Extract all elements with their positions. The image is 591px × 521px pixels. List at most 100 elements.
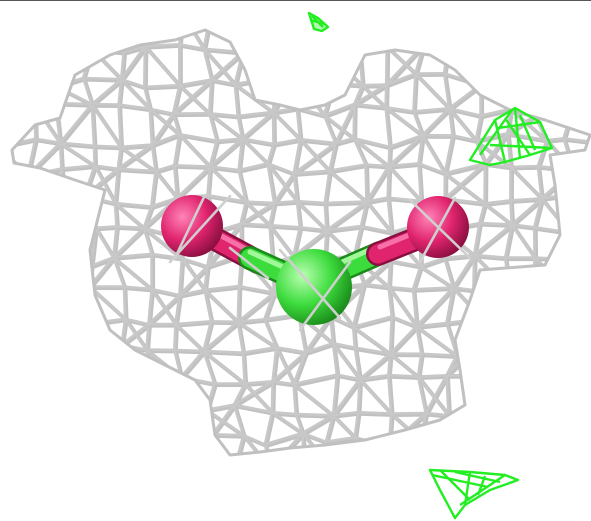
mesh-strand: [202, 319, 213, 353]
mesh-strand: [325, 225, 365, 234]
mesh-strand: [113, 442, 156, 447]
mesh-strand: [55, 317, 97, 325]
mesh-strand: [202, 321, 242, 355]
mesh-strand: [514, 293, 537, 318]
mesh-strand: [475, 411, 485, 437]
mesh-strand: [563, 257, 590, 266]
mesh-strand: [563, 257, 571, 295]
mesh-strand: [570, 403, 590, 437]
mesh-strand: [236, 320, 245, 355]
mesh-strand: [472, 253, 476, 292]
mesh-strand: [331, 341, 361, 381]
mesh-strand: [179, 440, 185, 455]
mesh-strand: [268, 223, 295, 258]
mesh-strand: [232, 379, 274, 407]
mesh-strand: [301, 413, 335, 435]
mesh-strand: [235, 466, 270, 469]
mesh-strand: [511, 345, 546, 350]
mesh-strand: [328, 54, 337, 87]
mesh-strand: [572, 141, 590, 174]
mesh-strand: [513, 292, 535, 316]
mesh-strand: [27, 204, 31, 237]
mesh-strand: [208, 78, 213, 115]
mesh-strand: [328, 169, 368, 203]
mesh-strand: [232, 382, 246, 407]
mesh-strand: [178, 257, 186, 299]
mesh-strand: [455, 344, 478, 357]
mesh-strand: [0, 413, 6, 439]
mesh-strand: [534, 257, 568, 263]
mesh-strand: [324, 435, 357, 444]
mesh-strand: [174, 320, 215, 328]
mesh-strand: [533, 197, 545, 231]
mesh-strand: [212, 433, 247, 439]
mesh-strand: [354, 436, 391, 455]
mesh-strand: [94, 415, 119, 449]
mesh-strand: [536, 373, 574, 377]
mesh-strand: [352, 102, 387, 109]
mesh-strand: [55, 317, 88, 353]
mesh-strand: [116, 381, 154, 407]
mesh-strand: [209, 319, 240, 324]
mesh-strand: [0, 22, 1, 57]
mesh-strand: [117, 382, 156, 409]
mesh-strand: [94, 225, 118, 230]
mesh-strand: [387, 197, 395, 236]
mesh-strand: [577, 467, 591, 473]
mesh-strand: [536, 138, 548, 168]
mesh-strand: [269, 224, 304, 231]
mesh-strand: [85, 322, 100, 355]
mesh-strand: [25, 54, 61, 90]
mesh-strand: [58, 30, 86, 48]
mesh-strand: [114, 409, 123, 449]
mesh-strand: [298, 49, 333, 59]
mesh-strand: [208, 79, 215, 117]
mesh-strand: [473, 344, 478, 377]
mesh-strand: [292, 74, 301, 112]
mesh-strand: [55, 292, 60, 320]
mesh-strand: [56, 292, 62, 322]
ligand-molecule[interactable]: [161, 195, 469, 325]
mesh-strand: [53, 101, 93, 106]
mesh-strand: [537, 374, 581, 421]
mesh-strand: [301, 431, 306, 455]
mesh-strand: [210, 15, 242, 16]
mesh-strand: [269, 202, 278, 229]
mesh-strand: [267, 143, 277, 167]
mesh-strand: [179, 433, 216, 444]
mesh-strand: [419, 264, 455, 289]
mesh-strand: [181, 472, 209, 476]
mesh-strand: [516, 374, 542, 407]
mesh-strand: [272, 15, 297, 21]
mesh-strand: [178, 265, 211, 299]
mesh-strand: [84, 19, 121, 26]
mesh-strand: [360, 83, 387, 109]
mesh-strand: [475, 115, 485, 144]
mesh-strand: [396, 16, 419, 21]
mesh-strand: [209, 78, 237, 86]
mesh-strand: [27, 409, 58, 440]
mesh-strand: [444, 134, 456, 177]
mesh-strand: [304, 315, 334, 356]
mesh-strand: [538, 432, 575, 441]
mesh-strand: [125, 464, 149, 465]
mesh-strand: [537, 374, 577, 379]
mesh-strand: [12, 77, 36, 107]
oxygen-atom-left[interactable]: [161, 195, 223, 257]
mesh-strand: [478, 202, 486, 225]
mesh-strand: [34, 314, 59, 320]
mesh-strand: [27, 409, 58, 415]
mesh-strand: [567, 324, 577, 350]
mesh-strand: [475, 318, 486, 349]
mesh-strand: [173, 349, 207, 355]
mesh-strand: [484, 54, 520, 61]
mesh-strand: [53, 434, 98, 455]
mesh-strand: [537, 139, 550, 170]
mesh-strand: [422, 43, 449, 56]
mesh-strand: [34, 291, 59, 320]
mesh-strand: [179, 409, 190, 444]
mesh-strand: [387, 438, 423, 447]
mesh-strand: [531, 256, 536, 296]
mesh-strand: [232, 403, 245, 437]
